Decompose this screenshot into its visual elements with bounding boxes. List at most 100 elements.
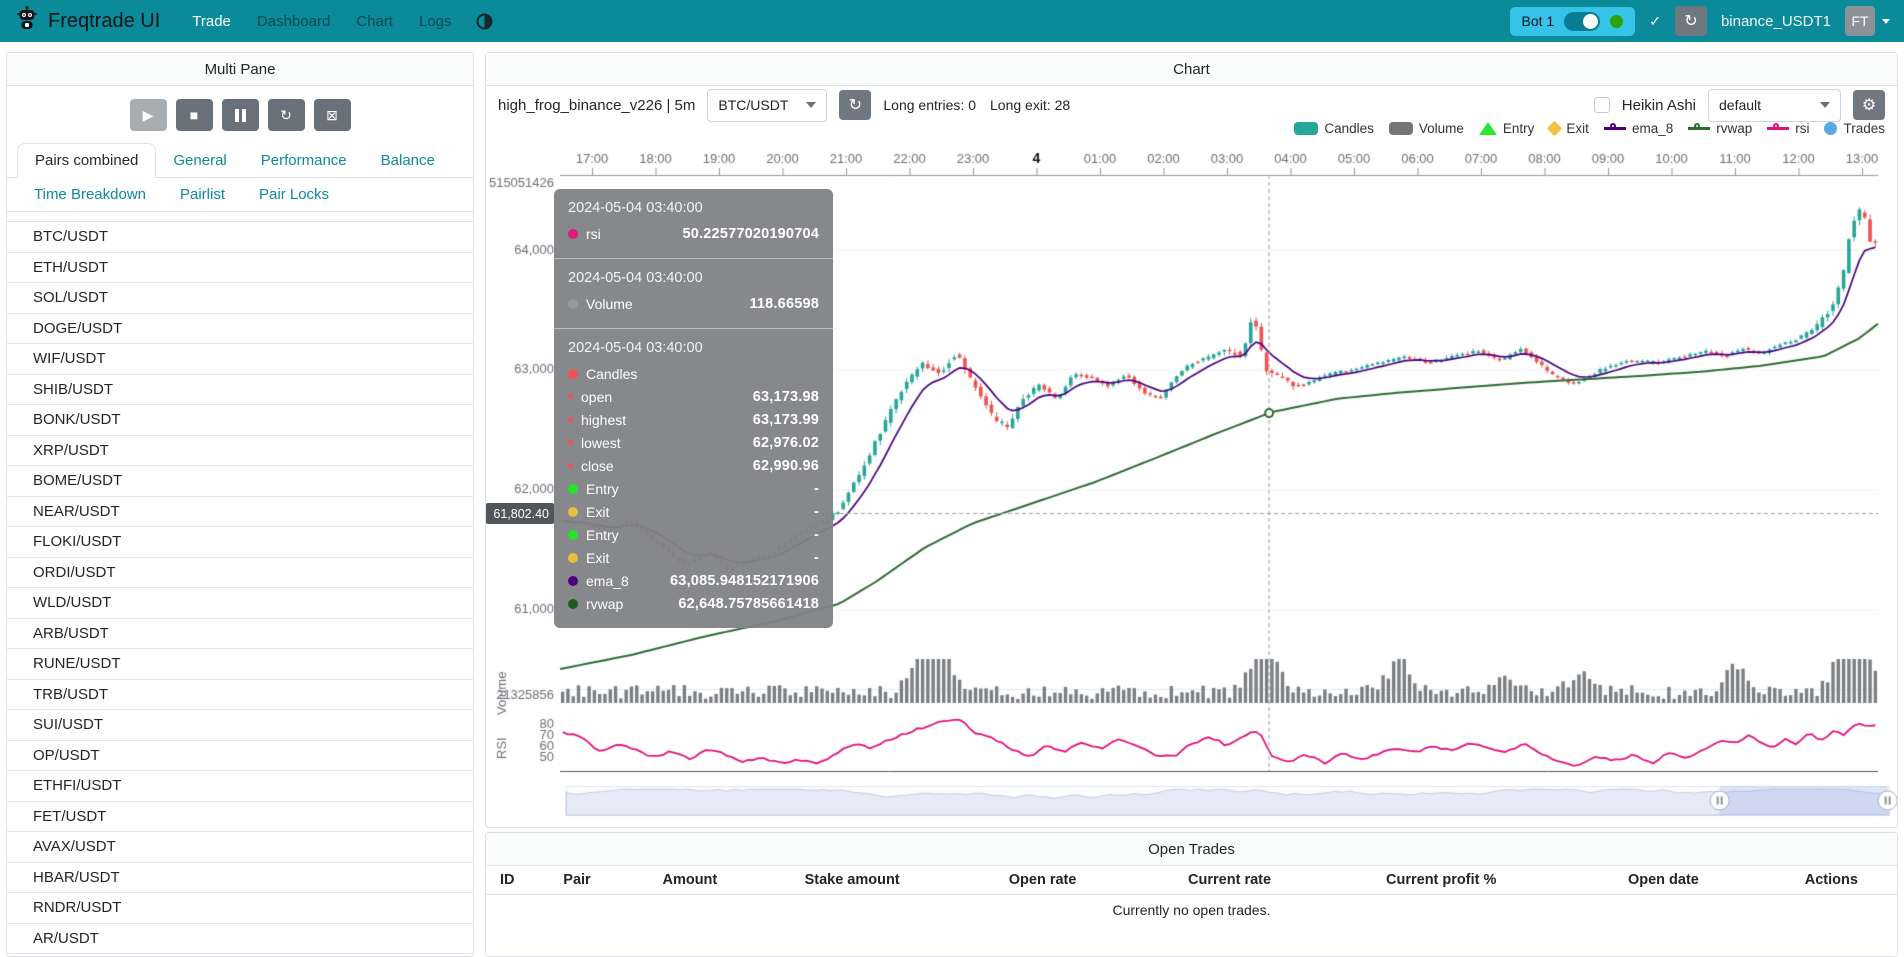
plot-config-value: default — [1719, 97, 1762, 113]
legend-item-ema_8[interactable]: ema_8 — [1603, 121, 1673, 136]
legend-item-exit[interactable]: Exit — [1547, 120, 1589, 137]
series-dot-icon — [568, 228, 578, 239]
pair-list-item[interactable]: ARB/USDT — [7, 618, 473, 649]
tab-pair-locks[interactable]: Pair Locks — [259, 186, 330, 203]
legend-label: Entry — [1502, 121, 1535, 136]
plot-settings-button[interactable]: ⚙ — [1853, 90, 1885, 120]
legend-item-rvwap[interactable]: rvwap — [1688, 121, 1752, 136]
pause-bot-button[interactable] — [221, 99, 259, 131]
pair-list-item[interactable]: NEAR/USDT — [7, 496, 473, 527]
pair-list-item[interactable]: BTC/USDT — [7, 222, 473, 253]
start-bot-button[interactable]: ▶ — [129, 99, 167, 131]
navbar-right: Bot 1 ✓ ↻ binance_USDT1 FT — [1509, 6, 1890, 36]
tooltip-value: - — [813, 480, 819, 497]
open-trades-header-row: ID Pair Amount Stake amount Open rate Current… — [486, 866, 1897, 895]
pair-list-item[interactable]: XRP/USDT — [7, 435, 473, 466]
strategy-label: high_frog_binance_v226 | 5m — [498, 96, 696, 114]
pair-list-item[interactable]: WIF/USDT — [7, 344, 473, 375]
pair-list-item[interactable]: DOGE/USDT — [7, 313, 473, 344]
legend-item-trades[interactable]: Trades — [1824, 121, 1885, 136]
pair-list-item[interactable]: FLOKI/USDT — [7, 527, 473, 558]
heikin-ashi-checkbox[interactable] — [1593, 97, 1610, 113]
tooltip-row-highest: highest 63,173.99 — [568, 408, 819, 431]
pair-list-item[interactable]: RNDR/USDT — [7, 893, 473, 924]
pair-list-item[interactable]: SUI/USDT — [7, 710, 473, 741]
series-dot-icon — [568, 575, 578, 586]
tooltip-label: Candles — [586, 365, 638, 382]
chart-toolbar: high_frog_binance_v226 | 5m BTC/USDT ↻ L… — [486, 86, 1897, 124]
gear-icon: ⚙ — [1861, 97, 1877, 114]
pair-list-item[interactable]: RUNE/USDT — [7, 649, 473, 680]
pair-list-item[interactable]: SOL/USDT — [7, 283, 473, 314]
theme-toggle-icon[interactable] — [476, 13, 493, 30]
multi-pane-title: Multi Pane — [7, 53, 473, 86]
bot-toggle[interactable] — [1564, 11, 1601, 31]
tooltip-label: lowest — [581, 434, 621, 451]
series-dot-icon — [568, 463, 573, 468]
tab-balance[interactable]: Balance — [380, 152, 435, 169]
tooltip-section: 2024-05-04 03:40:00 Volume 118.66598 — [554, 258, 833, 328]
pair-list-item[interactable]: FET/USDT — [7, 801, 473, 832]
refresh-chart-button[interactable]: ↻ — [839, 90, 872, 120]
legend-item-volume[interactable]: Volume — [1388, 121, 1464, 136]
tab-general[interactable]: General — [173, 152, 227, 169]
chart-legend: Candles Volume Entry Exit ema_8 rvwap rsi Trade… — [1294, 120, 1885, 137]
nav-link-dashboard[interactable]: Dashboard — [256, 12, 331, 30]
plot-config-select[interactable]: default — [1708, 88, 1841, 122]
tooltip-value: 62,976.02 — [752, 434, 819, 451]
pause-icon — [234, 108, 246, 122]
volume-legend-icon — [1388, 122, 1413, 135]
nav-link-chart[interactable]: Chart — [356, 12, 393, 30]
series-dot-icon — [568, 506, 578, 517]
tooltip-label: Exit — [586, 549, 610, 566]
pair-select[interactable]: BTC/USDT — [707, 88, 828, 122]
pair-select-value: BTC/USDT — [718, 97, 789, 113]
user-menu[interactable]: FT — [1845, 6, 1890, 36]
tab-performance[interactable]: Performance — [260, 152, 347, 169]
rsi-legend-icon — [1767, 123, 1790, 130]
exit-legend-icon — [1547, 120, 1563, 137]
tab-pairlist[interactable]: Pairlist — [180, 186, 226, 203]
pair-list-item[interactable]: BOME/USDT — [7, 466, 473, 497]
check-icon: ✓ — [1649, 12, 1661, 29]
legend-item-rsi[interactable]: rsi — [1767, 121, 1809, 136]
multi-pane-panel: Multi Pane ▶ ■ ↻ ⊠ Pairs combined General… — [6, 52, 474, 957]
pair-list-item[interactable]: WLD/USDT — [7, 588, 473, 619]
tab-pairs-combined[interactable]: Pairs combined — [17, 143, 157, 178]
bot-controls: ▶ ■ ↻ ⊠ — [7, 86, 473, 133]
pair-list-item[interactable]: HBAR/USDT — [7, 862, 473, 893]
pair-list-item[interactable]: TRB/USDT — [7, 679, 473, 710]
column-header-pair: Pair — [563, 872, 591, 888]
forced-exit-button[interactable]: ⊠ — [313, 99, 351, 131]
stop-bot-button[interactable]: ■ — [175, 99, 213, 131]
brand[interactable]: Freqtrade UI — [14, 5, 160, 37]
tooltip-row-open: open 63,173.98 — [568, 385, 819, 408]
bot-selector[interactable]: Bot 1 — [1509, 6, 1636, 36]
pair-list-item[interactable]: ORDI/USDT — [7, 557, 473, 588]
crosshair-price-tag: 61,802.40 — [486, 503, 554, 524]
reload-bot-button[interactable]: ↻ — [1674, 6, 1707, 36]
nav-link-trade[interactable]: Trade — [192, 12, 231, 30]
pair-list-item[interactable]: BONK/USDT — [7, 405, 473, 436]
tooltip-timestamp: 2024-05-04 03:40:00 — [568, 340, 703, 356]
pair-list-item[interactable]: OP/USDT — [7, 740, 473, 771]
pair-list-item[interactable]: ETH/USDT — [7, 252, 473, 283]
pair-list-item[interactable]: AR/USDT — [7, 923, 473, 954]
tooltip-row-close: close 62,990.96 — [568, 454, 819, 477]
column-header-current-rate: Current rate — [1188, 872, 1272, 888]
legend-item-entry[interactable]: Entry — [1478, 121, 1535, 136]
pair-list-item[interactable]: SHIB/USDT — [7, 374, 473, 405]
pair-list-item[interactable]: AVAX/USDT — [7, 832, 473, 863]
reload-config-button[interactable]: ↻ — [267, 99, 305, 131]
pair-list-item[interactable]: ETHFI/USDT — [7, 771, 473, 802]
tab-time-breakdown[interactable]: Time Breakdown — [34, 186, 146, 203]
nav-link-logs[interactable]: Logs — [418, 12, 452, 30]
column-header-current-profit--: Current profit % — [1386, 872, 1497, 888]
column-header-id: ID — [500, 872, 515, 888]
tooltip-label: close — [581, 457, 614, 474]
series-dot-icon — [568, 298, 578, 309]
tab-row: Time Breakdown Pairlist Pair Locks — [7, 178, 473, 212]
column-header-stake-amount: Stake amount — [804, 872, 900, 888]
entry-legend-icon — [1478, 122, 1497, 135]
legend-item-candles[interactable]: Candles — [1294, 121, 1374, 136]
